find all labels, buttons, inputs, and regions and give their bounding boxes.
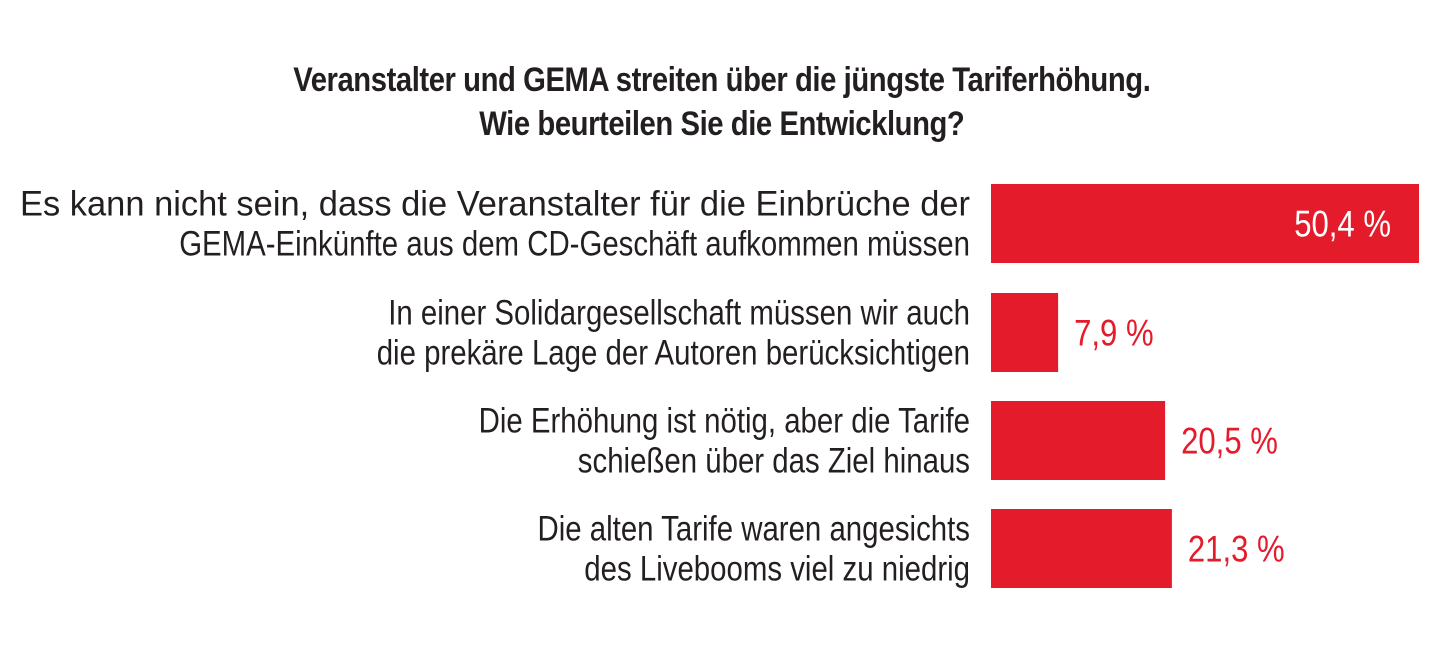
category-label-3-line-2: schießen über das Ziel hinaus — [578, 442, 970, 481]
chart-title-line-1: Veranstalter und GEMA streiten über die … — [293, 61, 1151, 99]
category-label-1-line-2: GEMA-Einkünfte aus dem CD-Geschäft aufko… — [179, 225, 970, 264]
bar-3 — [991, 401, 1166, 480]
category-label-4-line-1: Die alten Tarife waren angesichts — [538, 510, 971, 549]
value-label-3: 20,5 % — [1181, 421, 1278, 462]
category-label-2-line-2: die prekäre Lage der Autoren berücksicht… — [377, 334, 970, 373]
bar-2 — [991, 293, 1059, 372]
chart-subtitle: Wie beurteilen Sie die Entwicklung? — [479, 105, 965, 143]
category-label-1-line-1: Es kann nicht sein, dass die Veranstalte… — [20, 185, 970, 224]
category-label-2-line-1: In einer Solidargesellschaft müssen wir … — [388, 294, 970, 333]
category-label-3-line-1: Die Erhöhung ist nötig, aber die Tarife — [479, 402, 970, 441]
bar-4 — [991, 509, 1172, 588]
value-label-1: 50,4 % — [1294, 204, 1391, 245]
bar-1 — [991, 184, 1419, 263]
category-label-4-line-2: des Livebooms viel zu niedrig — [584, 550, 970, 589]
value-label-4: 21,3 % — [1188, 529, 1285, 570]
value-label-2: 7,9 % — [1074, 313, 1154, 354]
chart-title: Veranstalter und GEMA streiten über die … — [103, 58, 1341, 146]
